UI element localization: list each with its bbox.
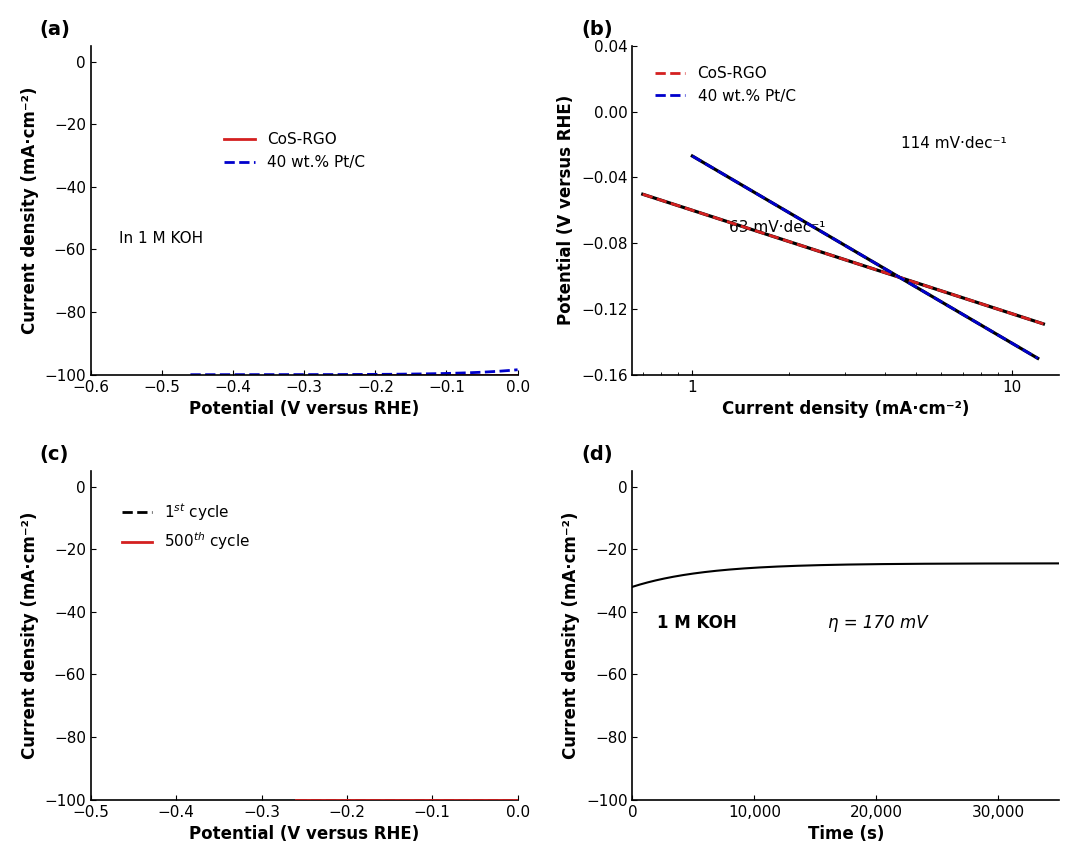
1$^{st}$ cycle [421, 795, 434, 805]
CoS-RGO [437, 370, 450, 380]
40 wt.% Pt/C [453, 368, 465, 378]
Text: (c): (c) [40, 445, 69, 464]
Y-axis label: Current density (mA·cm⁻²): Current density (mA·cm⁻²) [21, 86, 39, 334]
Text: (a): (a) [40, 21, 70, 39]
1$^{st}$ cycle [396, 795, 409, 805]
1$^{st}$ cycle [394, 795, 407, 805]
1$^{st}$ cycle [409, 795, 422, 805]
40 wt.% Pt/C [339, 369, 352, 379]
X-axis label: Potential (V versus RHE): Potential (V versus RHE) [189, 825, 419, 843]
500$^{th}$ cycle [421, 795, 434, 805]
CoS-RGO [711, 213, 724, 224]
40 wt.% Pt/C [700, 159, 713, 169]
Text: (d): (d) [581, 445, 612, 464]
CoS-RGO [661, 197, 674, 207]
1$^{st}$ cycle [289, 795, 302, 805]
40 wt.% Pt/C [1031, 353, 1044, 364]
40 wt.% Pt/C [706, 163, 719, 174]
CoS-RGO [1002, 308, 1015, 318]
40 wt.% Pt/C [361, 369, 374, 379]
Y-axis label: Current density (mA·cm⁻²): Current density (mA·cm⁻²) [563, 511, 580, 759]
500$^{th}$ cycle [471, 795, 484, 805]
X-axis label: Current density (mA·cm⁻²): Current density (mA·cm⁻²) [723, 400, 970, 418]
40 wt.% Pt/C [503, 365, 516, 376]
CoS-RGO [446, 370, 459, 380]
500$^{th}$ cycle [394, 795, 407, 805]
Text: 63 mV·dec⁻¹: 63 mV·dec⁻¹ [729, 219, 825, 235]
40 wt.% Pt/C [184, 370, 197, 380]
Line: CoS-RGO: CoS-RGO [643, 194, 1043, 324]
40 wt.% Pt/C [341, 369, 354, 379]
Legend: 1$^{st}$ cycle, 500$^{th}$ cycle: 1$^{st}$ cycle, 500$^{th}$ cycle [116, 495, 257, 558]
CoS-RGO [483, 370, 496, 380]
1$^{st}$ cycle [511, 795, 524, 805]
CoS-RGO [636, 189, 649, 200]
40 wt.% Pt/C [778, 205, 791, 215]
CoS-RGO [508, 370, 521, 380]
CoS-RGO [1016, 312, 1029, 322]
1$^{st}$ cycle [471, 795, 484, 805]
500$^{th}$ cycle [511, 795, 524, 805]
X-axis label: Time (s): Time (s) [808, 825, 885, 843]
CoS-RGO [1037, 319, 1050, 329]
Y-axis label: Potential (V versus RHE): Potential (V versus RHE) [557, 95, 576, 326]
40 wt.% Pt/C [379, 369, 392, 379]
500$^{th}$ cycle [409, 795, 422, 805]
CoS-RGO [351, 370, 364, 380]
CoS-RGO [427, 370, 440, 380]
40 wt.% Pt/C [511, 365, 524, 375]
500$^{th}$ cycle [505, 795, 518, 805]
Text: (b): (b) [581, 21, 612, 39]
40 wt.% Pt/C [751, 188, 764, 199]
Legend: CoS-RGO, 40 wt.% Pt/C: CoS-RGO, 40 wt.% Pt/C [218, 126, 372, 176]
Text: 1 M KOH: 1 M KOH [657, 613, 737, 632]
CoS-RGO [743, 224, 756, 234]
40 wt.% Pt/C [1002, 336, 1015, 346]
Line: 40 wt.% Pt/C: 40 wt.% Pt/C [190, 370, 517, 375]
Line: 40 wt.% Pt/C: 40 wt.% Pt/C [692, 156, 1038, 359]
500$^{th}$ cycle [396, 795, 409, 805]
500$^{th}$ cycle [289, 795, 302, 805]
Text: η = 170 mV: η = 170 mV [827, 613, 927, 632]
CoS-RGO [652, 194, 665, 205]
40 wt.% Pt/C [1014, 343, 1027, 353]
1$^{st}$ cycle [505, 795, 518, 805]
Legend: CoS-RGO, 40 wt.% Pt/C: CoS-RGO, 40 wt.% Pt/C [649, 60, 801, 110]
Text: 114 mV·dec⁻¹: 114 mV·dec⁻¹ [902, 136, 1008, 151]
Y-axis label: Current density (mA·cm⁻²): Current density (mA·cm⁻²) [21, 511, 39, 759]
Text: In 1 M KOH: In 1 M KOH [119, 232, 203, 246]
X-axis label: Potential (V versus RHE): Potential (V versus RHE) [189, 400, 419, 418]
CoS-RGO [511, 370, 524, 380]
40 wt.% Pt/C [686, 151, 699, 162]
CoS-RGO [428, 370, 441, 380]
